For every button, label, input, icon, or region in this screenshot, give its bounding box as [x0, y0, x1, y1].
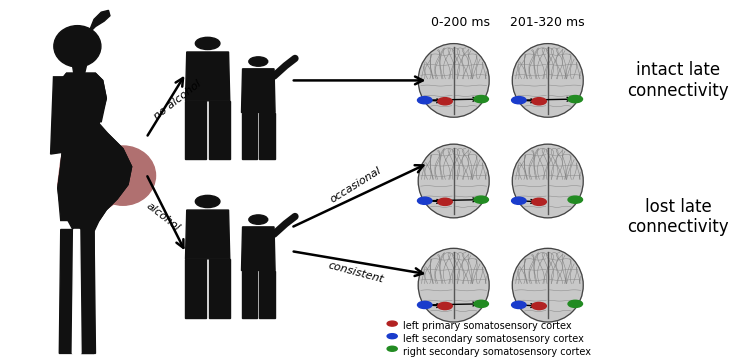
Polygon shape [209, 101, 230, 159]
Circle shape [474, 96, 488, 103]
Circle shape [417, 197, 432, 205]
Ellipse shape [249, 57, 268, 66]
Polygon shape [259, 113, 275, 159]
Circle shape [438, 98, 452, 105]
Polygon shape [209, 259, 230, 317]
Ellipse shape [512, 144, 583, 218]
Ellipse shape [418, 43, 489, 117]
Polygon shape [241, 113, 258, 159]
Polygon shape [241, 227, 275, 271]
Circle shape [568, 96, 582, 103]
Polygon shape [88, 10, 110, 34]
Circle shape [532, 302, 546, 310]
Ellipse shape [512, 248, 583, 322]
Ellipse shape [249, 215, 268, 224]
Circle shape [438, 198, 452, 205]
Circle shape [474, 196, 488, 203]
Text: consistent: consistent [327, 260, 385, 285]
Circle shape [568, 196, 582, 203]
Circle shape [387, 321, 397, 326]
Polygon shape [59, 230, 74, 353]
Text: intact late
connectivity: intact late connectivity [628, 61, 729, 100]
Circle shape [438, 302, 452, 310]
Polygon shape [241, 271, 258, 317]
Circle shape [387, 334, 397, 339]
Text: occasional: occasional [329, 165, 383, 204]
Polygon shape [79, 230, 95, 353]
Text: alcohol: alcohol [145, 201, 182, 233]
Polygon shape [58, 123, 132, 220]
Polygon shape [241, 69, 275, 113]
Text: no alcohol: no alcohol [152, 79, 203, 122]
Circle shape [568, 300, 582, 307]
Ellipse shape [418, 248, 489, 322]
Text: 201-320 ms: 201-320 ms [511, 16, 585, 29]
Polygon shape [73, 230, 81, 353]
Text: left secondary somatosensory cortex: left secondary somatosensory cortex [403, 334, 584, 344]
Polygon shape [186, 259, 206, 317]
Circle shape [387, 346, 397, 351]
Circle shape [532, 198, 546, 205]
Circle shape [511, 97, 526, 104]
Ellipse shape [195, 37, 220, 50]
Text: left primary somatosensory cortex: left primary somatosensory cortex [403, 321, 572, 332]
Polygon shape [50, 77, 67, 154]
Polygon shape [186, 210, 230, 259]
Ellipse shape [195, 195, 220, 207]
Text: 0-200 ms: 0-200 ms [431, 16, 491, 29]
Ellipse shape [512, 43, 583, 117]
Polygon shape [259, 271, 275, 317]
Text: right secondary somatosensory cortex: right secondary somatosensory cortex [403, 347, 591, 357]
Circle shape [511, 301, 526, 308]
Circle shape [417, 97, 432, 104]
Text: lost late
connectivity: lost late connectivity [628, 198, 729, 236]
Circle shape [532, 98, 546, 105]
Polygon shape [58, 129, 132, 219]
Ellipse shape [418, 144, 489, 218]
Circle shape [511, 197, 526, 205]
Polygon shape [73, 64, 87, 73]
Polygon shape [186, 52, 230, 101]
Polygon shape [58, 73, 132, 353]
Circle shape [474, 300, 488, 307]
Ellipse shape [90, 146, 155, 205]
Circle shape [417, 301, 432, 308]
Polygon shape [186, 101, 206, 159]
Ellipse shape [54, 26, 101, 67]
Polygon shape [59, 73, 107, 123]
